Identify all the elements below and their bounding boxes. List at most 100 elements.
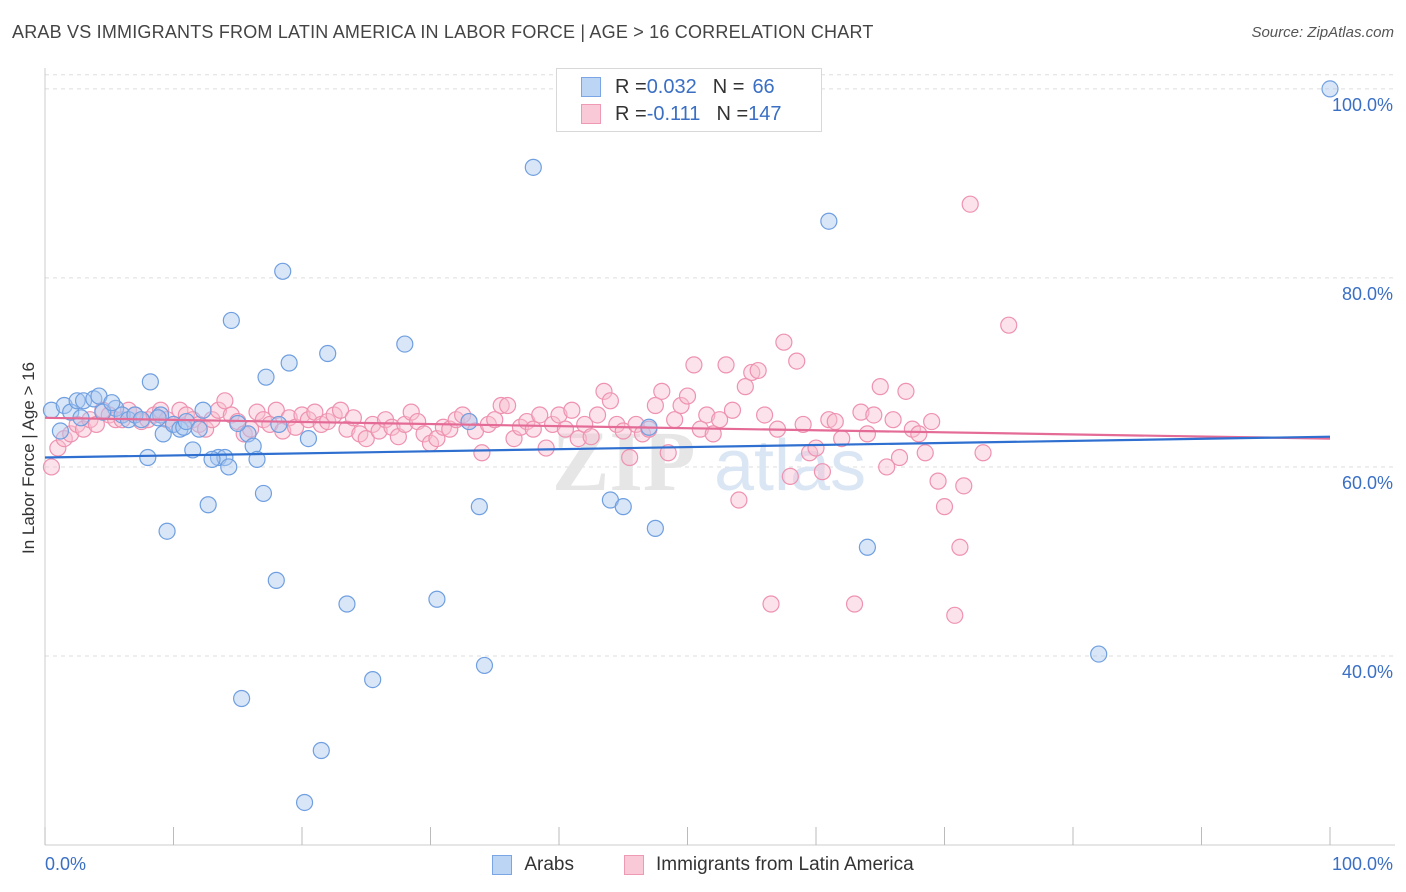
latin-point bbox=[524, 420, 542, 438]
arabs-point bbox=[280, 354, 298, 372]
latin-point bbox=[730, 491, 748, 509]
arabs-point bbox=[184, 441, 202, 459]
arabs-point bbox=[158, 522, 176, 540]
arabs-point bbox=[470, 498, 488, 516]
latin-point bbox=[946, 606, 964, 624]
latin-trend-line bbox=[44, 416, 1331, 440]
latin-point bbox=[357, 429, 375, 448]
latin-point bbox=[974, 444, 992, 462]
legend-n-label: N = bbox=[716, 102, 749, 125]
arabs-point bbox=[229, 414, 247, 433]
latin-point bbox=[929, 472, 947, 490]
arabs-point bbox=[364, 671, 382, 689]
latin-point bbox=[486, 411, 504, 429]
correlation-legend: R = 0.032 N = 66 R = -0.111 N = 147 bbox=[556, 68, 822, 132]
latin-point bbox=[569, 429, 587, 448]
arabs-point bbox=[139, 448, 157, 467]
arabs-point bbox=[254, 484, 273, 503]
arabs-point bbox=[55, 396, 73, 415]
latin-point bbox=[543, 415, 562, 434]
latin-point bbox=[736, 378, 754, 396]
arabs-point bbox=[267, 571, 285, 589]
legend-r-label: R = bbox=[615, 102, 647, 125]
arabs-point bbox=[220, 458, 238, 476]
latin-point bbox=[935, 498, 954, 516]
latin-point bbox=[910, 425, 928, 443]
x-tick-label: 0.0% bbox=[45, 854, 86, 874]
arabs-trend-line bbox=[44, 435, 1331, 459]
latin-point bbox=[955, 477, 973, 495]
arabs-legend-swatch bbox=[492, 855, 513, 875]
latin-point bbox=[749, 361, 767, 380]
latin-point bbox=[704, 425, 722, 443]
latin-point bbox=[49, 439, 67, 457]
arabs-point bbox=[274, 262, 292, 280]
arabs-point bbox=[74, 392, 93, 410]
latin-point bbox=[582, 428, 600, 446]
latin-point bbox=[788, 352, 806, 370]
latin-point bbox=[222, 406, 240, 424]
latin-point bbox=[845, 595, 864, 613]
arabs-point bbox=[68, 392, 86, 410]
latin-point bbox=[646, 396, 664, 415]
series-latin-points bbox=[42, 195, 1018, 624]
latin-point bbox=[717, 356, 735, 374]
watermark-atlas: atlas bbox=[714, 426, 866, 506]
latin-point bbox=[563, 401, 581, 419]
arabs-point bbox=[312, 741, 330, 760]
latin-point bbox=[884, 411, 902, 429]
arabs-point bbox=[103, 394, 121, 412]
arabs-point bbox=[460, 412, 478, 431]
latin-point bbox=[897, 382, 915, 400]
legend-item-latin: Immigrants from Latin America bbox=[624, 854, 914, 876]
arabs-point bbox=[177, 412, 195, 431]
arabs-point bbox=[222, 311, 240, 330]
latin-point bbox=[672, 396, 690, 415]
latin-point bbox=[755, 406, 774, 424]
latin-point bbox=[601, 392, 620, 410]
series-legend: Arabs Immigrants from Latin America bbox=[0, 852, 1406, 878]
y-axis-label: In Labor Force | Age > 16 bbox=[19, 362, 38, 554]
arabs-point bbox=[614, 498, 632, 516]
source-label: Source: ZipAtlas.com bbox=[1251, 24, 1394, 41]
arabs-point bbox=[1321, 80, 1339, 98]
latin-point bbox=[961, 195, 979, 213]
arabs-point bbox=[820, 212, 838, 230]
latin-point bbox=[331, 401, 350, 419]
latin-point bbox=[499, 396, 517, 415]
latin-point bbox=[762, 595, 780, 613]
arabs-point bbox=[199, 496, 217, 514]
latin-point bbox=[1000, 316, 1018, 334]
legend-n-value: 66 bbox=[752, 75, 775, 98]
arabs-point bbox=[299, 429, 318, 448]
latin-point bbox=[666, 411, 684, 429]
arabs-point bbox=[94, 403, 112, 421]
arabs-swatch bbox=[581, 77, 601, 97]
arabs-point bbox=[428, 590, 446, 608]
latin-point bbox=[826, 412, 844, 431]
arabs-point bbox=[270, 415, 288, 434]
arabs-point bbox=[319, 344, 337, 363]
legend-n-value: 147 bbox=[748, 102, 782, 125]
arabs-legend-label: Arabs bbox=[524, 854, 574, 875]
latin-point bbox=[42, 458, 61, 476]
trend-lines bbox=[44, 416, 1331, 459]
latin-point bbox=[723, 401, 742, 419]
latin-point bbox=[794, 415, 812, 434]
latin-legend-swatch bbox=[624, 855, 644, 875]
latin-point bbox=[775, 333, 793, 351]
latin-point bbox=[678, 387, 697, 405]
arabs-point bbox=[141, 373, 159, 391]
y-tick-label: 100.0% bbox=[1332, 95, 1393, 115]
latin-point bbox=[916, 444, 934, 462]
latin-point bbox=[473, 444, 491, 462]
arabs-point bbox=[233, 689, 251, 708]
latin-point bbox=[820, 411, 838, 429]
arabs-point bbox=[257, 368, 275, 386]
y-tick-label: 60.0% bbox=[1342, 473, 1393, 493]
latin-point bbox=[659, 444, 677, 462]
latin-point bbox=[62, 425, 80, 443]
y-tick-label: 40.0% bbox=[1342, 662, 1393, 682]
legend-n-label: N = bbox=[712, 75, 745, 98]
latin-point bbox=[698, 406, 716, 424]
